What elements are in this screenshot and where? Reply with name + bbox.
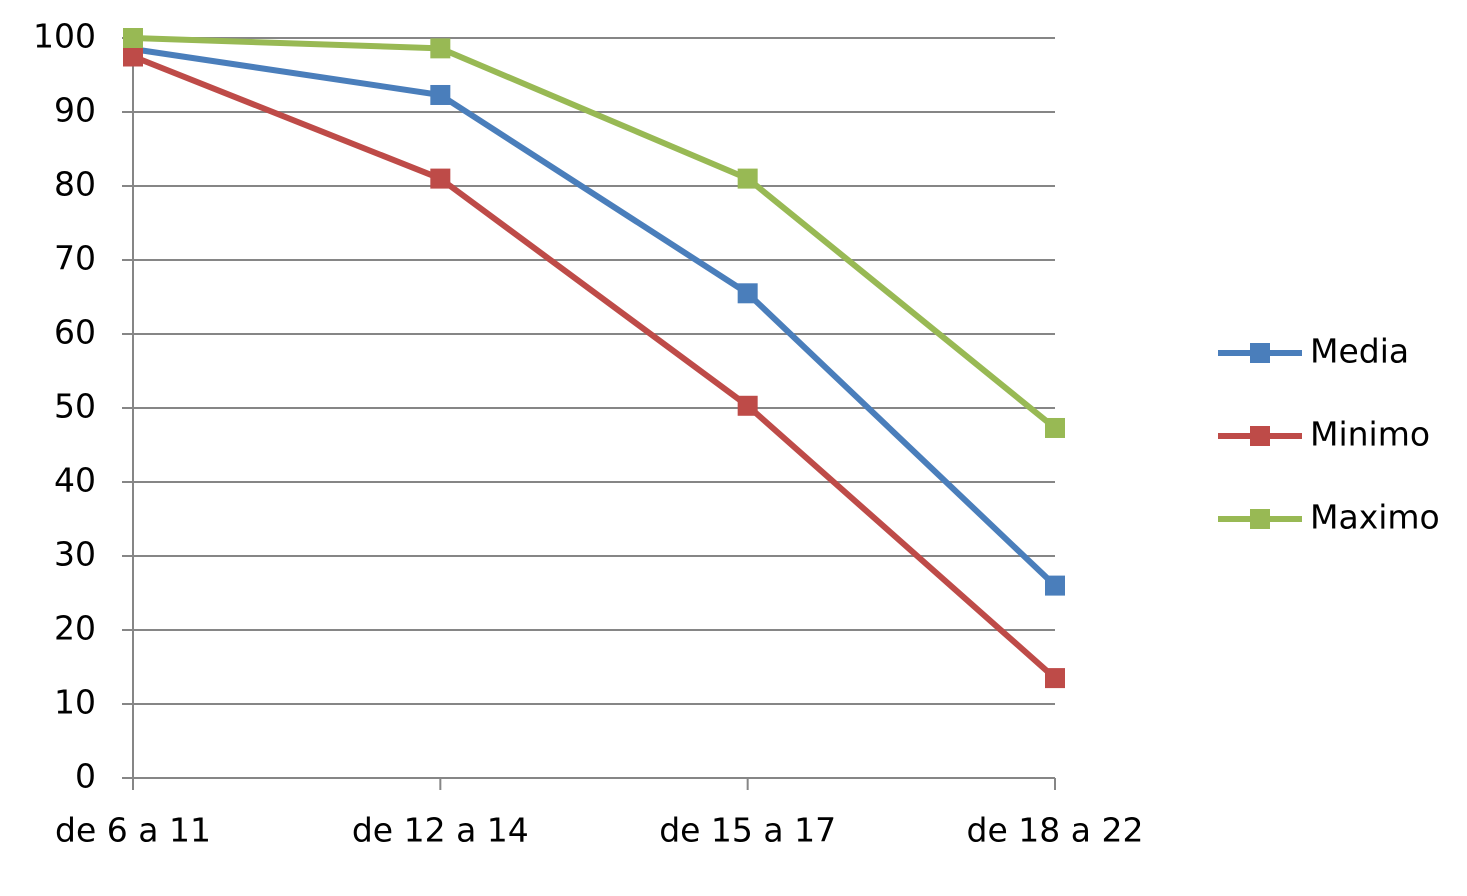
legend-marker (1250, 343, 1270, 363)
marker (1045, 417, 1065, 438)
y-tick-label: 90 (54, 91, 96, 130)
series-line (132, 46, 1058, 588)
y-tick-label: 100 (33, 17, 96, 56)
y-tick-label: 50 (54, 387, 96, 426)
marker (737, 168, 758, 189)
y-tick-label: 20 (54, 609, 96, 648)
y-tick-label: 60 (54, 313, 96, 352)
x-tick-label: de 12 a 14 (352, 811, 529, 850)
marker (123, 28, 143, 48)
x-tick-label: de 6 a 11 (55, 811, 211, 850)
series-line (131, 53, 1057, 681)
y-tick-label: 10 (54, 683, 96, 722)
y-tick-label: 0 (75, 757, 96, 796)
y-tick-label: 30 (54, 535, 96, 574)
marker (430, 38, 451, 59)
legend-marker (1250, 426, 1270, 446)
legend-label: Minimo (1310, 415, 1430, 454)
marker (1045, 575, 1065, 596)
legend-label: Maximo (1310, 498, 1440, 537)
legend-label: Media (1310, 332, 1409, 371)
legend-marker (1250, 509, 1270, 529)
y-tick-label: 80 (54, 165, 96, 204)
y-tick-label: 40 (54, 461, 96, 500)
marker (737, 283, 758, 304)
marker (430, 168, 451, 189)
y-tick-label: 70 (54, 239, 96, 278)
x-tick-label: de 18 a 22 (967, 811, 1144, 850)
marker (430, 84, 451, 105)
marker (1045, 668, 1065, 689)
marker (123, 46, 143, 67)
series-line (132, 35, 1057, 431)
marker (737, 395, 758, 416)
x-tick-label: de 15 a 17 (659, 811, 836, 850)
